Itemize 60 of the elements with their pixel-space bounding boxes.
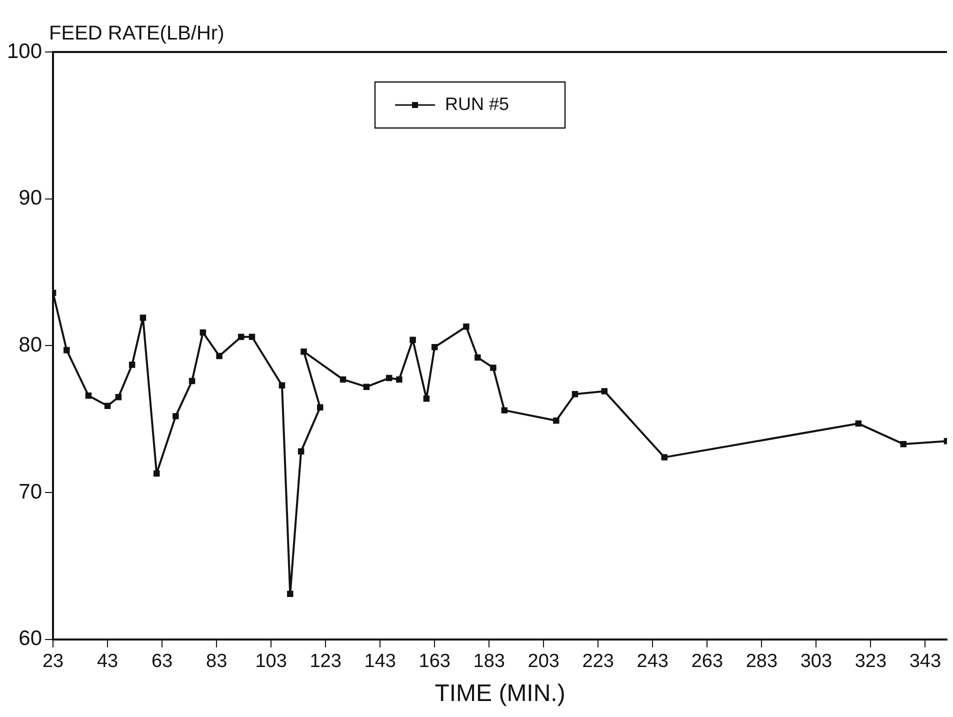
point xyxy=(490,364,496,371)
point xyxy=(463,323,470,330)
x-tick-label: 83 xyxy=(206,651,228,672)
point xyxy=(287,590,294,597)
x-tick-label: 223 xyxy=(582,651,614,672)
point xyxy=(501,407,508,414)
point xyxy=(104,402,111,410)
x-tick-label: 343 xyxy=(909,651,942,672)
point xyxy=(317,404,324,410)
x-tick-label: 103 xyxy=(255,651,287,672)
point xyxy=(900,440,907,448)
point xyxy=(363,384,370,390)
point xyxy=(64,346,70,354)
x-tick-label: 283 xyxy=(746,651,778,672)
point xyxy=(601,388,608,394)
x-tick-label: 183 xyxy=(473,651,505,672)
point xyxy=(474,354,481,361)
x-tick-label: 43 xyxy=(96,651,118,672)
point xyxy=(278,382,286,388)
point xyxy=(340,376,346,383)
point xyxy=(386,374,392,382)
point xyxy=(553,417,560,424)
x-tick-label: 143 xyxy=(364,651,396,672)
point xyxy=(396,376,402,383)
point xyxy=(85,392,92,399)
y-tick-label: 80 xyxy=(18,333,42,356)
x-tick-label: 323 xyxy=(854,651,887,672)
point xyxy=(200,329,206,336)
point xyxy=(431,344,438,350)
point xyxy=(238,334,244,340)
point xyxy=(248,334,256,340)
y-axis-title: FEED RATE(LB/Hr) xyxy=(49,22,224,45)
y-tick-label: 100 xyxy=(6,40,42,63)
x-tick-label: 203 xyxy=(528,651,560,672)
point xyxy=(140,314,146,321)
x-tick-label: 243 xyxy=(636,651,668,672)
point xyxy=(115,394,122,400)
x-tick-label: 163 xyxy=(418,651,450,672)
x-tick-label: 23 xyxy=(42,651,64,672)
x-tick-label: 263 xyxy=(691,651,724,672)
point xyxy=(216,352,222,360)
point xyxy=(298,448,304,455)
point xyxy=(188,378,196,384)
x-tick-label: 123 xyxy=(310,651,342,672)
y-tick-label: 90 xyxy=(18,186,42,210)
y-tick-label: 60 xyxy=(18,627,42,650)
x-tick-label: 303 xyxy=(800,651,832,672)
point xyxy=(423,395,430,402)
point xyxy=(410,336,416,343)
y-tick-label: 70 xyxy=(18,480,42,504)
point xyxy=(128,362,136,368)
point xyxy=(300,348,307,355)
point xyxy=(572,391,578,398)
x-axis-title: TIME (MIN.) xyxy=(434,680,566,708)
point xyxy=(855,420,862,427)
legend-label: RUN #5 xyxy=(445,94,510,114)
x-tick-label: 63 xyxy=(151,651,173,672)
point xyxy=(661,454,668,460)
point xyxy=(153,470,160,477)
point xyxy=(172,413,179,420)
